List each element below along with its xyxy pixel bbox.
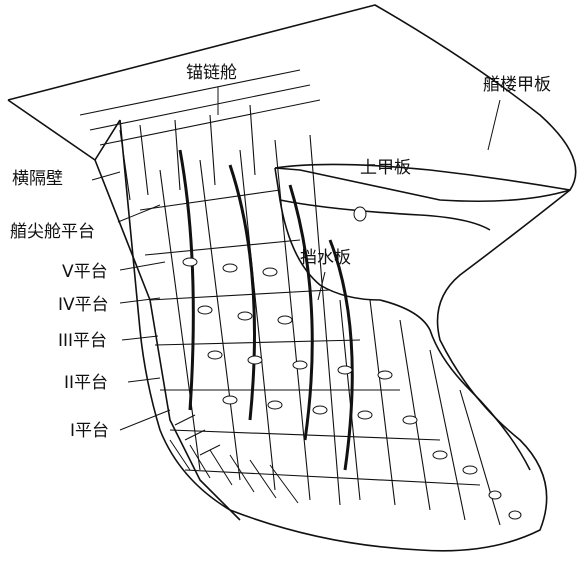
leader-platform-iv bbox=[119, 297, 161, 304]
leader-swash-plate bbox=[317, 271, 326, 301]
label-platform-iv: IV平台 bbox=[58, 295, 109, 315]
leader-platform-i bbox=[119, 409, 171, 431]
leader-platform-v bbox=[119, 261, 166, 271]
stem-outline bbox=[119, 119, 571, 552]
label-upper-deck: 上甲板 bbox=[360, 158, 411, 178]
hull-cut-boundary bbox=[279, 199, 531, 471]
label-forepeak-platform: 艏尖舱平台 bbox=[10, 222, 95, 242]
leader-platform-iii bbox=[121, 335, 159, 341]
label-swash-plate: 挡水板 bbox=[300, 248, 351, 268]
label-platform-i: I平台 bbox=[70, 421, 110, 441]
upper-deck-line bbox=[274, 163, 571, 191]
label-platform-iii: III平台 bbox=[58, 331, 108, 351]
leader-forepeak-platform bbox=[117, 204, 161, 223]
label-transverse-bulkhead: 横隔壁 bbox=[12, 169, 63, 189]
leader-transverse-bulkhead bbox=[91, 171, 121, 181]
leader-platform-ii bbox=[127, 377, 161, 383]
label-anchor-locker: 锚链舱 bbox=[186, 63, 237, 83]
label-forecastle-deck: 艏楼甲板 bbox=[483, 75, 551, 95]
leader-forecastle-deck bbox=[487, 99, 501, 151]
forecastle-deck-outline bbox=[7, 4, 577, 203]
label-platform-v: V平台 bbox=[62, 262, 108, 282]
label-platform-ii: II平台 bbox=[64, 373, 109, 393]
